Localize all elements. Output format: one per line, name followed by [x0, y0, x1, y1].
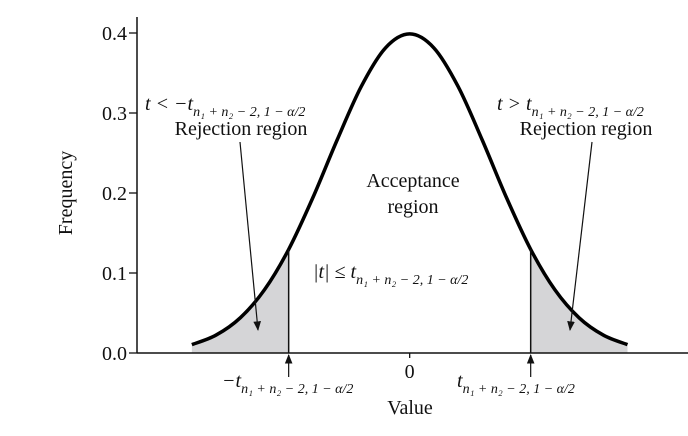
- plot-area: [191, 32, 629, 353]
- lower-rejection-area: [191, 249, 289, 353]
- arrow: [239, 141, 261, 331]
- left-region-label: Rejection region: [175, 118, 308, 140]
- math-label: t > tn₁ + n₂ − 2, 1 − α/2: [497, 93, 644, 120]
- math-main: −t: [222, 370, 241, 392]
- x-tick-label: 0: [405, 361, 415, 383]
- y-axis-label: Frequency: [55, 151, 77, 235]
- y-tick-label: 0.1: [102, 263, 127, 285]
- math-label: t < −tn₁ + n₂ − 2, 1 − α/2: [145, 93, 305, 120]
- math-label: −tn₁ + n₂ − 2, 1 − α/2: [222, 370, 353, 397]
- right-region-label: Rejection region: [520, 118, 653, 140]
- arrow: [567, 141, 593, 331]
- math-main: |t| ≤ t: [313, 261, 357, 283]
- y-tick-label: 0.2: [102, 183, 127, 205]
- math-subscript: n₁ + n₂ − 2, 1 − α/2: [463, 382, 575, 397]
- math-subscript: n₁ + n₂ − 2, 1 − α/2: [241, 382, 353, 397]
- y-tick-label: 0.3: [102, 103, 127, 125]
- shaded-regions: [191, 249, 628, 353]
- math-subscript: n₁ + n₂ − 2, 1 − α/2: [532, 105, 644, 120]
- math-main: t: [457, 370, 463, 392]
- acceptance-label: Acceptance: [366, 170, 459, 192]
- math-label: tn₁ + n₂ − 2, 1 − α/2: [457, 370, 575, 397]
- y-tick-label: 0.4: [102, 23, 127, 45]
- upper-rejection-area: [530, 249, 628, 353]
- math-subscript: n₁ + n₂ − 2, 1 − α/2: [356, 273, 468, 288]
- math-main: t > t: [497, 93, 532, 115]
- density-curve: [191, 32, 629, 347]
- x-axis-label: Value: [387, 397, 433, 419]
- math-label: |t| ≤ tn₁ + n₂ − 2, 1 − α/2: [313, 261, 468, 288]
- y-tick-label: 0.0: [102, 343, 127, 365]
- math-subscript: n₁ + n₂ − 2, 1 − α/2: [193, 105, 305, 120]
- acceptance-label: region: [387, 196, 438, 218]
- math-main: t < −t: [145, 93, 194, 115]
